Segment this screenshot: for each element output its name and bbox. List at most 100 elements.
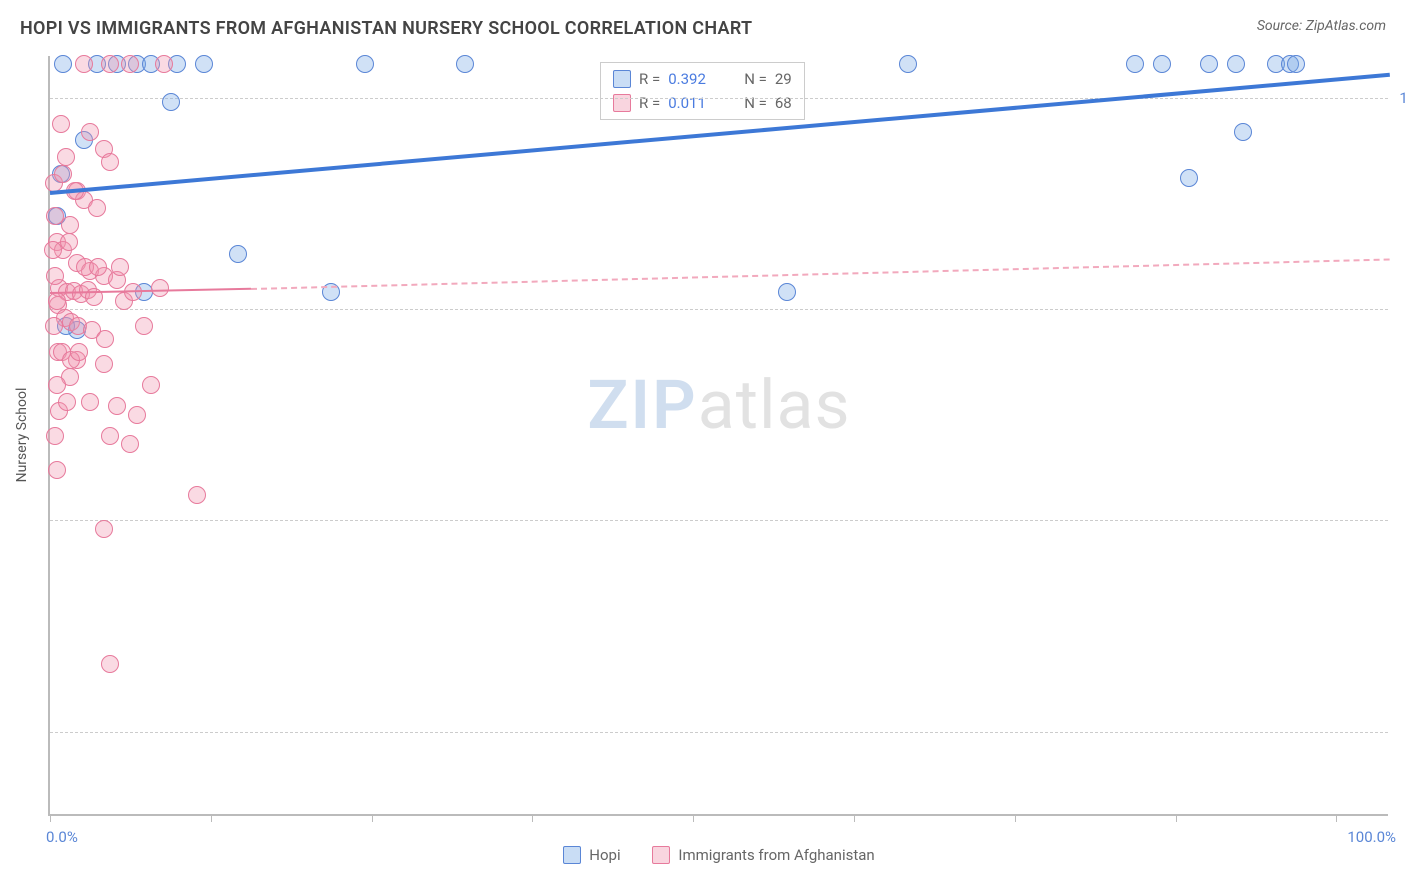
n-label: N =	[744, 67, 767, 91]
hopi-swatch-icon	[563, 846, 581, 864]
watermark-atlas: atlas	[698, 365, 851, 445]
r-label: R =	[639, 67, 660, 91]
scatter-point	[44, 241, 62, 259]
scatter-point	[155, 55, 173, 73]
y-tick-label: 92.5%	[1393, 723, 1406, 741]
x-tick	[50, 814, 51, 822]
scatter-point	[54, 55, 72, 73]
y-tick-label: 95.0%	[1393, 511, 1406, 529]
scatter-point	[96, 330, 114, 348]
y-axis-title: Nursery School	[14, 388, 30, 483]
scatter-point	[121, 55, 139, 73]
scatter-point	[195, 55, 213, 73]
grid-line	[50, 520, 1388, 521]
chart-header: HOPI VS IMMIGRANTS FROM AFGHANISTAN NURS…	[0, 0, 1406, 47]
watermark: ZIPatlas	[587, 365, 850, 445]
series-legend: Hopi Immigrants from Afghanistan	[50, 846, 1388, 868]
scatter-point	[1153, 55, 1171, 73]
scatter-point	[108, 397, 126, 415]
scatter-point	[101, 153, 119, 171]
scatter-point	[1227, 55, 1245, 73]
scatter-point	[1234, 123, 1252, 141]
hopi-swatch-icon	[613, 70, 631, 88]
scatter-point	[88, 199, 106, 217]
scatter-point	[135, 317, 153, 335]
grid-line	[50, 98, 1388, 99]
scatter-point	[101, 427, 119, 445]
scatter-point	[48, 292, 66, 310]
legend-label: Immigrants from Afghanistan	[678, 846, 874, 864]
x-tick	[1015, 814, 1016, 822]
x-axis-max-label: 100.0%	[1347, 828, 1396, 846]
scatter-point	[89, 258, 107, 276]
plot-area: ZIPatlas R = 0.392 N = 29 R = 0.011 N = …	[48, 56, 1388, 816]
scatter-point	[128, 406, 146, 424]
scatter-point	[101, 655, 119, 673]
x-tick	[1336, 814, 1337, 822]
scatter-point	[188, 486, 206, 504]
afghan-swatch-icon	[613, 94, 631, 112]
x-axis-min-label: 0.0%	[46, 828, 78, 846]
scatter-point	[52, 115, 70, 133]
scatter-point	[778, 283, 796, 301]
scatter-point	[1287, 55, 1305, 73]
scatter-point	[45, 317, 63, 335]
scatter-point	[70, 343, 88, 361]
grid-line	[50, 309, 1388, 310]
y-tick-label: 100.0%	[1393, 89, 1406, 107]
scatter-point	[48, 376, 66, 394]
grid-line	[50, 732, 1388, 733]
afghan-swatch-icon	[652, 846, 670, 864]
scatter-point	[124, 283, 142, 301]
x-tick	[211, 814, 212, 822]
scatter-point	[356, 55, 374, 73]
legend-row-afghan: R = 0.011 N = 68	[613, 91, 792, 115]
scatter-point	[456, 55, 474, 73]
legend-item-afghan: Immigrants from Afghanistan	[652, 846, 874, 864]
legend-row-hopi: R = 0.392 N = 29	[613, 67, 792, 91]
scatter-point	[81, 123, 99, 141]
scatter-point	[151, 279, 169, 297]
scatter-point	[229, 245, 247, 263]
n-value: 29	[775, 67, 792, 91]
r-value: 0.392	[668, 67, 718, 91]
scatter-point	[121, 435, 139, 453]
scatter-point	[46, 267, 64, 285]
scatter-point	[48, 461, 66, 479]
correlation-legend-box: R = 0.392 N = 29 R = 0.011 N = 68	[600, 62, 805, 120]
scatter-point	[899, 55, 917, 73]
x-tick	[854, 814, 855, 822]
scatter-point	[95, 520, 113, 538]
scatter-point	[95, 355, 113, 373]
x-tick	[693, 814, 694, 822]
legend-label: Hopi	[589, 846, 620, 864]
chart-container: ZIPatlas R = 0.392 N = 29 R = 0.011 N = …	[48, 56, 1388, 816]
scatter-point	[1126, 55, 1144, 73]
trend-line	[251, 259, 1390, 291]
n-label: N =	[744, 91, 767, 115]
n-value: 68	[775, 91, 792, 115]
scatter-point	[101, 55, 119, 73]
scatter-point	[46, 427, 64, 445]
scatter-point	[111, 258, 129, 276]
scatter-point	[1200, 55, 1218, 73]
x-tick	[372, 814, 373, 822]
scatter-point	[60, 233, 78, 251]
x-tick	[532, 814, 533, 822]
scatter-point	[162, 93, 180, 111]
watermark-zip: ZIP	[587, 365, 697, 445]
scatter-point	[57, 148, 75, 166]
x-tick	[1176, 814, 1177, 822]
scatter-point	[75, 55, 93, 73]
y-tick-label: 97.5%	[1393, 300, 1406, 318]
scatter-point	[1180, 169, 1198, 187]
scatter-point	[54, 165, 72, 183]
scatter-point	[142, 376, 160, 394]
scatter-point	[58, 393, 76, 411]
scatter-point	[81, 393, 99, 411]
chart-source: Source: ZipAtlas.com	[1257, 18, 1386, 34]
scatter-point	[46, 207, 64, 225]
chart-title: HOPI VS IMMIGRANTS FROM AFGHANISTAN NURS…	[20, 18, 752, 39]
r-label: R =	[639, 91, 660, 115]
r-value: 0.011	[668, 91, 718, 115]
